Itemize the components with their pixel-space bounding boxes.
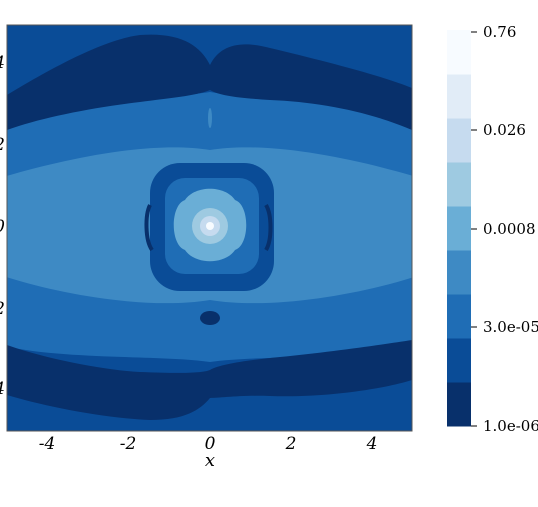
contour-left-arc xyxy=(144,204,154,252)
contour-field xyxy=(7,25,412,431)
colorbar-labels: 0.76 0.026 0.0008 3.0e-05 1.0e-06 xyxy=(483,23,538,435)
x-tick-label: -4 xyxy=(39,434,56,454)
contour-center-max xyxy=(206,222,214,230)
contour-bottom-dark xyxy=(7,340,412,420)
colorbar-level xyxy=(447,30,471,75)
plot-frame xyxy=(6,24,413,432)
y-axis-ticks: 4 2 0 -2 -4 xyxy=(0,53,5,399)
colorbar-label: 1.0e-06 xyxy=(483,417,538,435)
colorbar-level xyxy=(447,162,471,207)
y-tick-label: 2 xyxy=(0,135,5,155)
contour-right-arc xyxy=(264,203,273,252)
y-tick-label: 4 xyxy=(0,53,5,73)
y-tick-label: -2 xyxy=(0,299,5,319)
colorbar-label: 0.026 xyxy=(483,121,526,139)
colorbar-level xyxy=(447,294,471,339)
x-tick-label: 4 xyxy=(366,434,378,454)
contour-top-dark xyxy=(7,34,412,130)
colorbar-level xyxy=(447,250,471,295)
colorbar-level xyxy=(447,206,471,251)
x-tick-label: 0 xyxy=(205,434,216,454)
colorbar-level xyxy=(447,338,471,383)
colorbar-level xyxy=(447,74,471,119)
colorbar-level xyxy=(447,118,471,163)
colorbar xyxy=(447,30,477,427)
y-tick-label: 0 xyxy=(0,217,5,237)
colorbar-label: 3.0e-05 xyxy=(483,318,538,336)
x-tick-label: 2 xyxy=(285,434,297,454)
y-tick-label: -4 xyxy=(0,379,5,399)
colorbar-level xyxy=(447,382,471,427)
colorbar-label: 0.76 xyxy=(483,23,516,41)
x-axis-title: x xyxy=(205,450,215,471)
x-axis-ticks: -4 -2 0 2 4 xyxy=(39,434,378,454)
contour-small-spike xyxy=(208,108,212,128)
x-tick-label: -2 xyxy=(120,434,137,454)
colorbar-label: 0.0008 xyxy=(483,220,536,238)
contour-small-blob xyxy=(200,311,220,325)
